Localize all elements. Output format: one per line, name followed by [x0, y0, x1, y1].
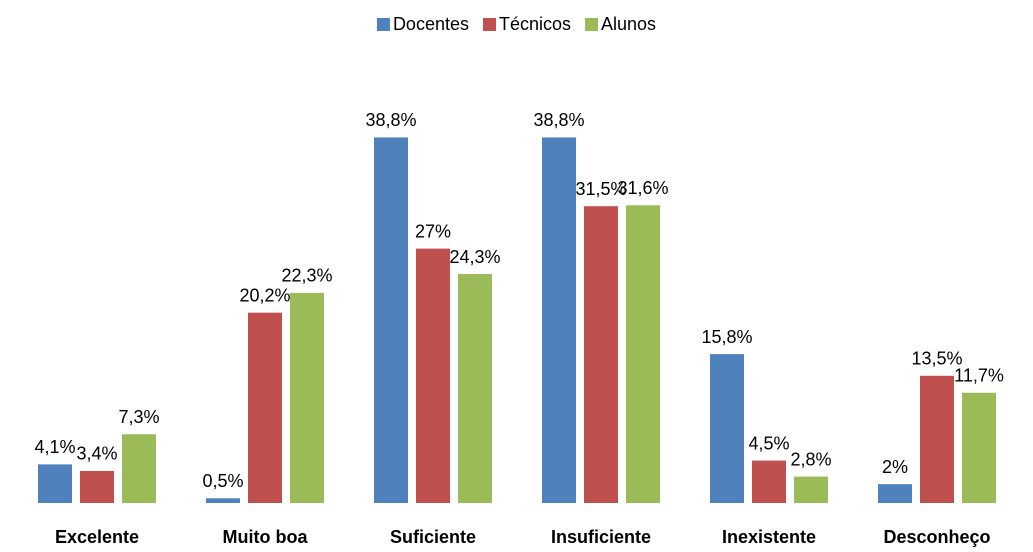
data-label: 13,5% — [911, 349, 962, 369]
data-label: 3,4% — [76, 444, 117, 464]
data-label: 38,8% — [533, 110, 584, 130]
bar — [374, 137, 408, 503]
bar — [416, 248, 450, 503]
bar — [584, 206, 618, 503]
x-tick-label: Muito boa — [223, 527, 309, 547]
data-label: 20,2% — [239, 285, 290, 305]
bar — [80, 470, 114, 503]
bar — [962, 392, 996, 503]
x-tick-label: Insuficiente — [551, 527, 651, 547]
bar — [206, 498, 240, 503]
bar — [710, 354, 744, 503]
data-label: 31,5% — [575, 179, 626, 199]
bar — [248, 312, 282, 503]
bar — [38, 464, 72, 503]
bar — [122, 434, 156, 503]
legend-swatch — [376, 18, 390, 31]
x-tick-label: Desconheço — [883, 527, 990, 547]
legend-label: Docentes — [393, 14, 469, 34]
data-label: 11,7% — [954, 366, 1004, 386]
data-label: 4,1% — [34, 437, 75, 457]
bar — [626, 205, 660, 503]
x-tick-label: Excelente — [55, 527, 139, 547]
bar — [458, 274, 492, 503]
data-label: 4,5% — [748, 433, 789, 453]
data-label: 31,6% — [617, 178, 668, 198]
legend-label: Alunos — [601, 14, 656, 34]
x-tick-label: Inexistente — [722, 527, 816, 547]
data-label: 2% — [882, 457, 908, 477]
bar — [752, 460, 786, 503]
bar — [920, 375, 954, 503]
data-label: 22,3% — [281, 266, 332, 286]
data-label: 2,8% — [790, 449, 831, 469]
x-tick-label: Suficiente — [390, 527, 476, 547]
legend-swatch — [482, 18, 496, 31]
data-label: 7,3% — [118, 407, 159, 427]
data-label: 0,5% — [202, 471, 243, 491]
data-label: 24,3% — [449, 247, 500, 267]
bar — [878, 484, 912, 503]
bar — [290, 292, 324, 503]
legend-swatch — [585, 18, 599, 31]
legend-label: Técnicos — [499, 14, 571, 34]
legend: Docentes Técnicos Alunos — [376, 14, 656, 34]
bar — [794, 476, 828, 503]
bar — [542, 137, 576, 503]
data-label: 38,8% — [365, 110, 416, 130]
data-label: 27% — [415, 221, 451, 241]
data-label: 15,8% — [701, 327, 752, 347]
